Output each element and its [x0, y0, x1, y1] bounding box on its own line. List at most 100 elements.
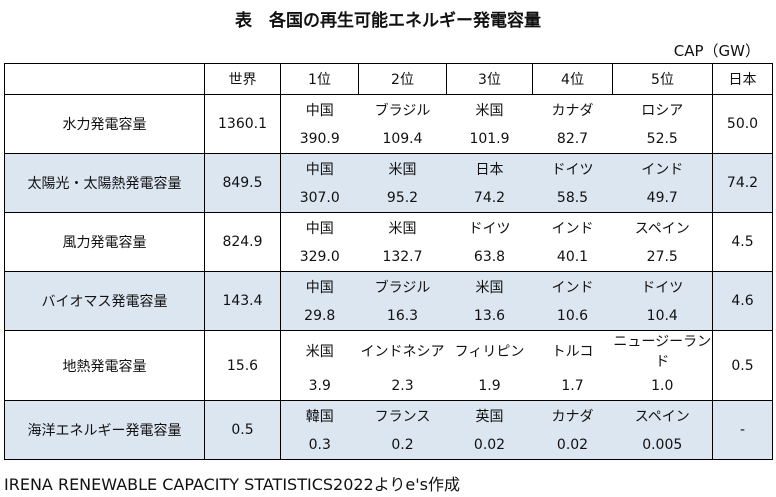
rank-country-cell: フランス [358, 400, 447, 430]
rank-value-cell: 29.8 [280, 301, 359, 331]
table-row: 海洋エネルギー発電容量 0.5 韓国 フランス 英国 カナダ スペイン - [4, 400, 773, 460]
rank-value-cell: 307.0 [280, 183, 359, 213]
table-row-values: 329.0 132.7 63.8 40.1 27.5 [5, 242, 773, 272]
rank-value-cell: 49.7 [612, 183, 713, 213]
header-cell [4, 63, 205, 95]
header-cell: 3位 [446, 63, 533, 95]
world-total-cell: 1360.1 [204, 94, 281, 154]
table-row-values: 0.3 0.2 0.02 0.02 0.005 [5, 430, 773, 460]
table-row: 地熱発電容量 15.6 米国 インドネシア フィリピン トルコ ニュージーランド 0.5 [4, 330, 773, 401]
source-footer: IRENA RENEWABLE CAPACITY STATISTICS2022よ… [4, 475, 460, 494]
rank-value-cell: 0.02 [532, 430, 613, 460]
rank-value-cell: 0.3 [280, 430, 359, 460]
rank-country-cell: ブラジル [358, 271, 447, 301]
rank-value-cell: 329.0 [280, 242, 359, 272]
rank-value-cell: 10.6 [532, 301, 613, 331]
rank-country-cell: 中国 [280, 271, 359, 301]
japan-value-cell: 0.5 [712, 330, 773, 401]
rank-value-cell: 1.9 [446, 371, 533, 401]
rank-country-cell: ドイツ [446, 212, 533, 242]
rank-value-cell: 390.9 [280, 124, 359, 154]
category-cell: 地熱発電容量 [4, 330, 205, 401]
header-cell: 世界 [204, 63, 281, 95]
rank-country-cell: カナダ [532, 400, 613, 430]
world-total-cell: 15.6 [204, 330, 281, 401]
rank-country-cell: インドネシア [358, 330, 447, 371]
rank-country-cell: ドイツ [532, 153, 613, 183]
table-row-values: 307.0 95.2 74.2 58.5 49.7 [5, 183, 773, 213]
rank-value-cell: 0.005 [612, 430, 713, 460]
table-row-values: 3.9 2.3 1.9 1.7 1.0 [5, 371, 773, 401]
rank-country-cell: 英国 [446, 400, 533, 430]
rank-country-cell: 米国 [358, 153, 447, 183]
rank-value-cell: 95.2 [358, 183, 447, 213]
rank-value-cell: 40.1 [532, 242, 613, 272]
table-row: 水力発電容量 1360.1 中国 ブラジル 米国 カナダ ロシア 50.0 [4, 94, 773, 154]
rank-value-cell: 27.5 [612, 242, 713, 272]
rank-country-cell: ブラジル [358, 94, 447, 124]
rank-value-cell: 82.7 [532, 124, 613, 154]
world-total-cell: 0.5 [204, 400, 281, 460]
rank-value-cell: 132.7 [358, 242, 447, 272]
header-cell: 5位 [612, 63, 713, 95]
category-cell: 太陽光・太陽熱発電容量 [4, 153, 205, 213]
world-total-cell: 824.9 [204, 212, 281, 272]
japan-value-cell: 74.2 [712, 153, 773, 213]
rank-country-cell: ニュージーランド [612, 330, 713, 371]
rank-country-cell: インド [612, 153, 713, 183]
header-cell: 1位 [280, 63, 359, 95]
table-title: 表 各国の再生可能エネルギー発電容量 [235, 11, 541, 31]
rank-value-cell: 109.4 [358, 124, 447, 154]
rank-value-cell: 3.9 [280, 371, 359, 401]
rank-value-cell: 0.2 [358, 430, 447, 460]
rank-country-cell: インド [532, 271, 613, 301]
rank-value-cell: 16.3 [358, 301, 447, 331]
rank-country-cell: 米国 [446, 94, 533, 124]
rank-country-cell: ドイツ [612, 271, 713, 301]
rank-value-cell: 74.2 [446, 183, 533, 213]
rank-country-cell: トルコ [532, 330, 613, 371]
rank-country-cell: 中国 [280, 212, 359, 242]
table-row-values: 390.9 109.4 101.9 82.7 52.5 [5, 124, 773, 154]
header-row: 世界 1位 2位 3位 4位 5位 日本 [4, 63, 773, 95]
world-total-cell: 143.4 [204, 271, 281, 331]
japan-value-cell: 4.6 [712, 271, 773, 331]
rank-value-cell: 1.7 [532, 371, 613, 401]
category-cell: 海洋エネルギー発電容量 [4, 400, 205, 460]
rank-country-cell: 中国 [280, 153, 359, 183]
rank-value-cell: 1.0 [612, 371, 713, 401]
rank-country-cell: 日本 [446, 153, 533, 183]
rank-value-cell: 0.02 [446, 430, 533, 460]
table-row: バイオマス発電容量 143.4 中国 ブラジル 米国 インド ドイツ 4.6 [4, 271, 773, 331]
category-cell: 風力発電容量 [4, 212, 205, 272]
rank-country-cell: フィリピン [446, 330, 533, 371]
rank-country-cell: 中国 [280, 94, 359, 124]
category-cell: バイオマス発電容量 [4, 271, 205, 331]
rank-country-cell: 米国 [358, 212, 447, 242]
rank-value-cell: 58.5 [532, 183, 613, 213]
rank-country-cell: 韓国 [280, 400, 359, 430]
rank-value-cell: 52.5 [612, 124, 713, 154]
japan-value-cell: - [712, 400, 773, 460]
header-cell: 日本 [712, 63, 773, 95]
rank-country-cell: ロシア [612, 94, 713, 124]
table-row: 太陽光・太陽熱発電容量 849.5 中国 米国 日本 ドイツ インド 74.2 [4, 153, 773, 213]
table-row: 風力発電容量 824.9 中国 米国 ドイツ インド スペイン 4.5 [4, 212, 773, 272]
rank-value-cell: 101.9 [446, 124, 533, 154]
header-cell: 4位 [532, 63, 613, 95]
rank-country-cell: カナダ [532, 94, 613, 124]
rank-value-cell: 13.6 [446, 301, 533, 331]
japan-value-cell: 4.5 [712, 212, 773, 272]
japan-value-cell: 50.0 [712, 94, 773, 154]
rank-country-cell: スペイン [612, 212, 713, 242]
rank-value-cell: 63.8 [446, 242, 533, 272]
rank-country-cell: スペイン [612, 400, 713, 430]
rank-value-cell: 2.3 [358, 371, 447, 401]
rank-country-cell: 米国 [446, 271, 533, 301]
capacity-table: 世界 1位 2位 3位 4位 5位 日本 水力発電容量 1360.1 中国 ブラジル米… [4, 63, 773, 460]
category-cell: 水力発電容量 [4, 94, 205, 154]
unit-label: CAP（GW） [673, 42, 760, 60]
world-total-cell: 849.5 [204, 153, 281, 213]
rank-country-cell: インド [532, 212, 613, 242]
rank-value-cell: 10.4 [612, 301, 713, 331]
